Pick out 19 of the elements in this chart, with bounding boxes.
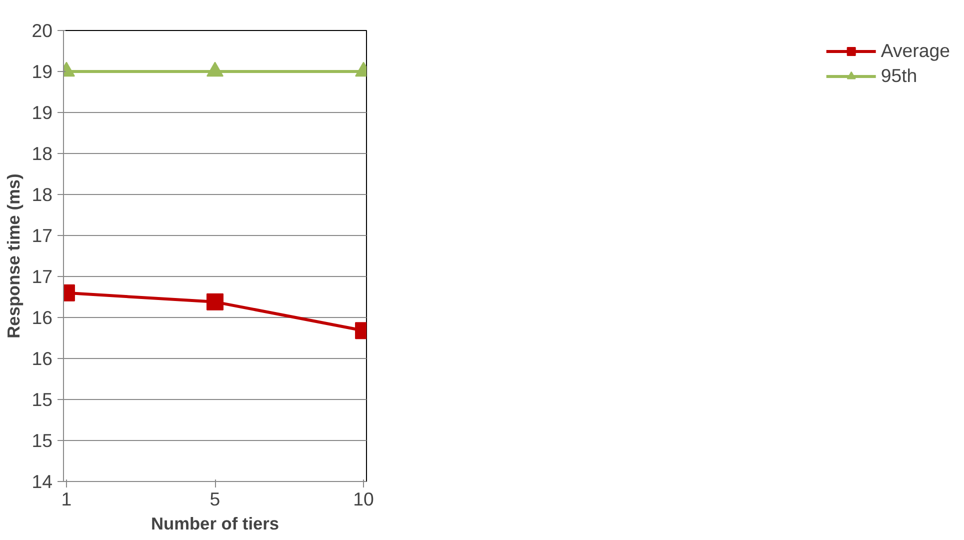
y-tick-label: 18 xyxy=(32,184,53,205)
y-tick-label: 15 xyxy=(32,389,53,410)
y-tick-label: 14 xyxy=(32,471,53,492)
x-axis-title: Number of tiers xyxy=(150,514,280,534)
y-tick-label: 16 xyxy=(32,307,53,328)
y-tick-label: 17 xyxy=(32,266,53,287)
y-tick-label: 19 xyxy=(32,61,53,82)
y-tick-label: 17 xyxy=(32,225,53,246)
y-axis-title: Response time (ms) xyxy=(4,174,24,338)
y-tick-label: 19 xyxy=(32,102,53,123)
y-tick-label: 15 xyxy=(32,430,53,451)
y-tick-label: 16 xyxy=(32,348,53,369)
x-tick-label: 5 xyxy=(210,488,220,510)
legend-label: Average xyxy=(880,40,950,62)
y-tick-label: 18 xyxy=(32,143,53,164)
x-tick-label: 10 xyxy=(353,488,374,510)
legend-label: 95th xyxy=(880,65,918,87)
y-tick-label: 20 xyxy=(32,20,53,41)
x-tick-label: 1 xyxy=(61,488,72,510)
